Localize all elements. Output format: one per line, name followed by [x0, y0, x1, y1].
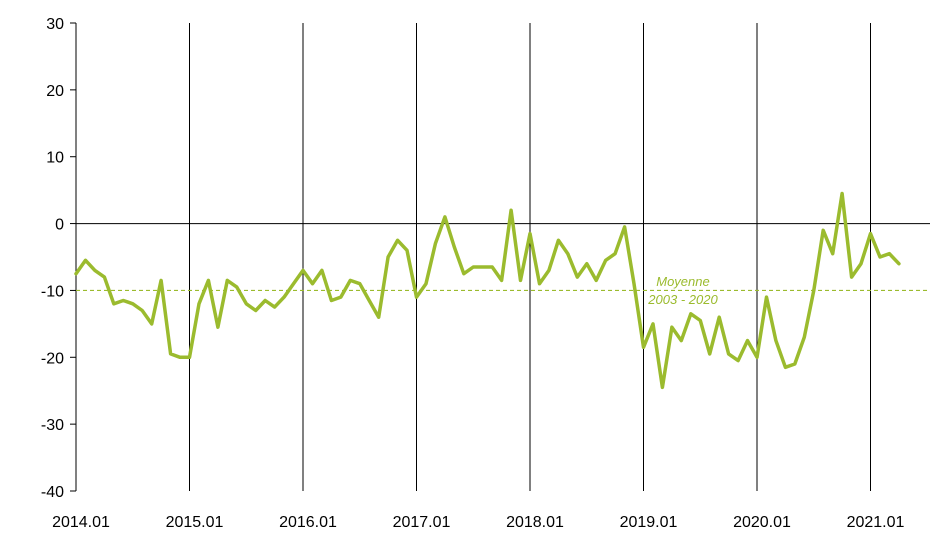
y-tick-label: -30: [41, 417, 64, 434]
x-tick-label: 2018.01: [506, 514, 564, 531]
y-tick-label: -10: [41, 283, 64, 300]
y-tick-label: 30: [46, 16, 64, 33]
x-tick-label: 2015.01: [166, 514, 224, 531]
y-axis-ticks: 30 20 10 0 -10 -20 -30 -40: [41, 16, 76, 501]
y-tick-label: -20: [41, 350, 64, 367]
y-tick-label: 0: [55, 217, 64, 234]
x-tick-label: 2021.01: [847, 514, 905, 531]
average-label-line2: 2003 - 2020: [647, 292, 718, 307]
x-tick-label: 2014.01: [52, 514, 110, 531]
x-tick-label: 2019.01: [620, 514, 678, 531]
y-tick-label: -40: [41, 484, 64, 501]
x-tick-label: 2017.01: [393, 514, 451, 531]
y-tick-label: 20: [46, 83, 64, 100]
vertical-gridlines: [189, 23, 871, 491]
x-tick-label: 2016.01: [279, 514, 337, 531]
series-line: [74, 191, 901, 390]
y-tick-label: 10: [46, 150, 64, 167]
average-label-line1: Moyenne: [656, 274, 709, 289]
x-tick-label: 2020.01: [733, 514, 791, 531]
x-axis-ticks: 2014.01 2015.01 2016.01 2017.01 2018.01 2019.…: [52, 514, 904, 531]
